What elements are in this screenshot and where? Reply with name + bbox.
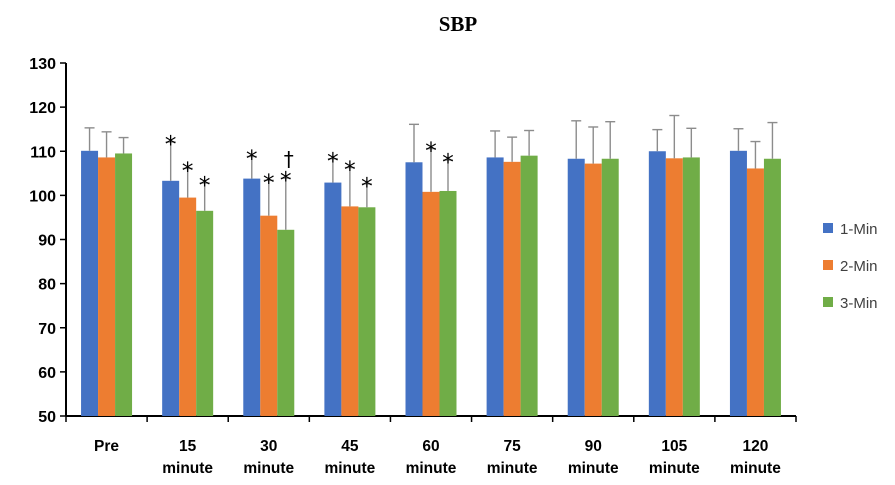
bar-2-min bbox=[746, 168, 764, 416]
x-tick-label: minute bbox=[568, 460, 619, 477]
significance-asterisk: * bbox=[199, 173, 211, 199]
significance-marks-group: ** ** * *** *†** bbox=[165, 132, 454, 200]
bar-2-min bbox=[341, 206, 359, 416]
x-tick-label: 90 bbox=[585, 438, 602, 455]
bar-2-min bbox=[503, 161, 521, 416]
x-tick-label: minute bbox=[730, 460, 781, 477]
y-tick-label: 100 bbox=[29, 188, 56, 205]
legend-label: 1-Min bbox=[840, 221, 878, 238]
legend-label: 3-Min bbox=[840, 295, 878, 312]
x-tick-label: 30 bbox=[260, 438, 277, 455]
x-tick-label: 120 bbox=[743, 438, 769, 455]
bar-1-min bbox=[567, 158, 585, 416]
x-tick-label: 75 bbox=[503, 438, 521, 455]
bar-1-min bbox=[405, 162, 423, 416]
bar-2-min bbox=[260, 215, 278, 416]
y-tick-label: 130 bbox=[29, 56, 56, 73]
x-tick-label: minute bbox=[324, 460, 375, 477]
bar-1-min bbox=[729, 150, 747, 416]
bar-3-min bbox=[277, 229, 295, 416]
bar-1-min bbox=[162, 180, 180, 416]
bar-3-min bbox=[682, 157, 700, 417]
bar-3-min bbox=[439, 190, 457, 416]
bars-group bbox=[81, 150, 781, 417]
x-tick-label: minute bbox=[649, 460, 700, 477]
y-tick-label: 50 bbox=[38, 409, 56, 426]
y-axis-ticks: 50 60 70 80 90 100 110 120 130 bbox=[29, 56, 66, 426]
bar-1-min bbox=[486, 157, 504, 417]
significance-dagger: † bbox=[284, 147, 294, 171]
bar-3-min bbox=[196, 210, 214, 416]
bar-1-min bbox=[81, 150, 99, 416]
significance-asterisk: * bbox=[425, 139, 437, 165]
bar-1-min bbox=[648, 151, 666, 416]
significance-asterisk: * bbox=[442, 150, 454, 176]
y-tick-label: 70 bbox=[38, 321, 56, 338]
chart-title: SBP bbox=[439, 12, 478, 36]
x-tick-label: 45 bbox=[341, 438, 359, 455]
x-axis-ticks: Pre 15 minute 30 minute 45 minute 60 minute 75 min… bbox=[65, 416, 797, 477]
significance-asterisk: * bbox=[182, 158, 194, 184]
bar-2-min bbox=[179, 197, 197, 416]
bar-2-min bbox=[584, 163, 602, 416]
x-tick-label: minute bbox=[406, 460, 457, 477]
legend: 1-Min 2-Min 3-Min bbox=[823, 221, 878, 312]
bar-2-min bbox=[98, 157, 116, 417]
y-tick-label: 90 bbox=[38, 233, 56, 250]
bar-2-min bbox=[665, 158, 683, 416]
significance-asterisk: * bbox=[327, 149, 339, 175]
x-tick-label: 15 bbox=[179, 438, 197, 455]
significance-asterisk: * bbox=[263, 170, 275, 196]
legend-swatch bbox=[823, 223, 833, 233]
bar-3-min bbox=[358, 207, 376, 416]
significance-asterisk: * bbox=[344, 158, 356, 184]
bar-1-min bbox=[324, 182, 342, 416]
x-tick-label: minute bbox=[487, 460, 538, 477]
x-tick-label: 60 bbox=[422, 438, 439, 455]
significance-asterisk: * bbox=[246, 147, 258, 173]
x-tick-label: minute bbox=[162, 460, 213, 477]
bar-1-min bbox=[243, 178, 261, 416]
y-tick-label: 60 bbox=[38, 365, 56, 382]
significance-asterisk: * bbox=[165, 132, 177, 158]
bar-3-min bbox=[520, 155, 538, 416]
y-tick-label: 120 bbox=[29, 100, 56, 117]
x-tick-label: minute bbox=[243, 460, 294, 477]
significance-asterisk: * bbox=[361, 174, 373, 200]
error-bars-group bbox=[84, 114, 778, 230]
y-tick-label: 110 bbox=[30, 144, 56, 161]
legend-label: 2-Min bbox=[840, 258, 878, 275]
x-tick-label: 105 bbox=[661, 438, 687, 455]
y-tick-label: 80 bbox=[38, 277, 56, 294]
legend-swatch bbox=[823, 297, 833, 307]
significance-asterisk: * bbox=[280, 168, 292, 194]
legend-swatch bbox=[823, 260, 833, 270]
bar-3-min bbox=[601, 158, 619, 416]
bar-3-min bbox=[115, 153, 133, 417]
bar-3-min bbox=[763, 158, 781, 416]
x-tick-label: Pre bbox=[94, 438, 119, 455]
bar-2-min bbox=[422, 191, 440, 416]
